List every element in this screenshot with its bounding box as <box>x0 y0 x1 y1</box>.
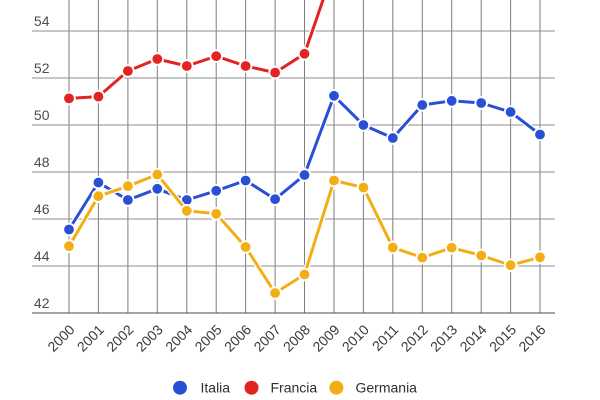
svg-text:46: 46 <box>34 201 50 217</box>
svg-text:52: 52 <box>34 60 50 76</box>
svg-text:42: 42 <box>34 295 50 311</box>
svg-text:44: 44 <box>34 248 50 264</box>
svg-text:Italia: Italia <box>201 379 231 395</box>
svg-text:54: 54 <box>34 13 50 29</box>
svg-text:48: 48 <box>34 154 50 170</box>
svg-text:Germania: Germania <box>356 379 418 395</box>
svg-text:50: 50 <box>34 107 50 123</box>
svg-text:Francia: Francia <box>271 379 318 395</box>
